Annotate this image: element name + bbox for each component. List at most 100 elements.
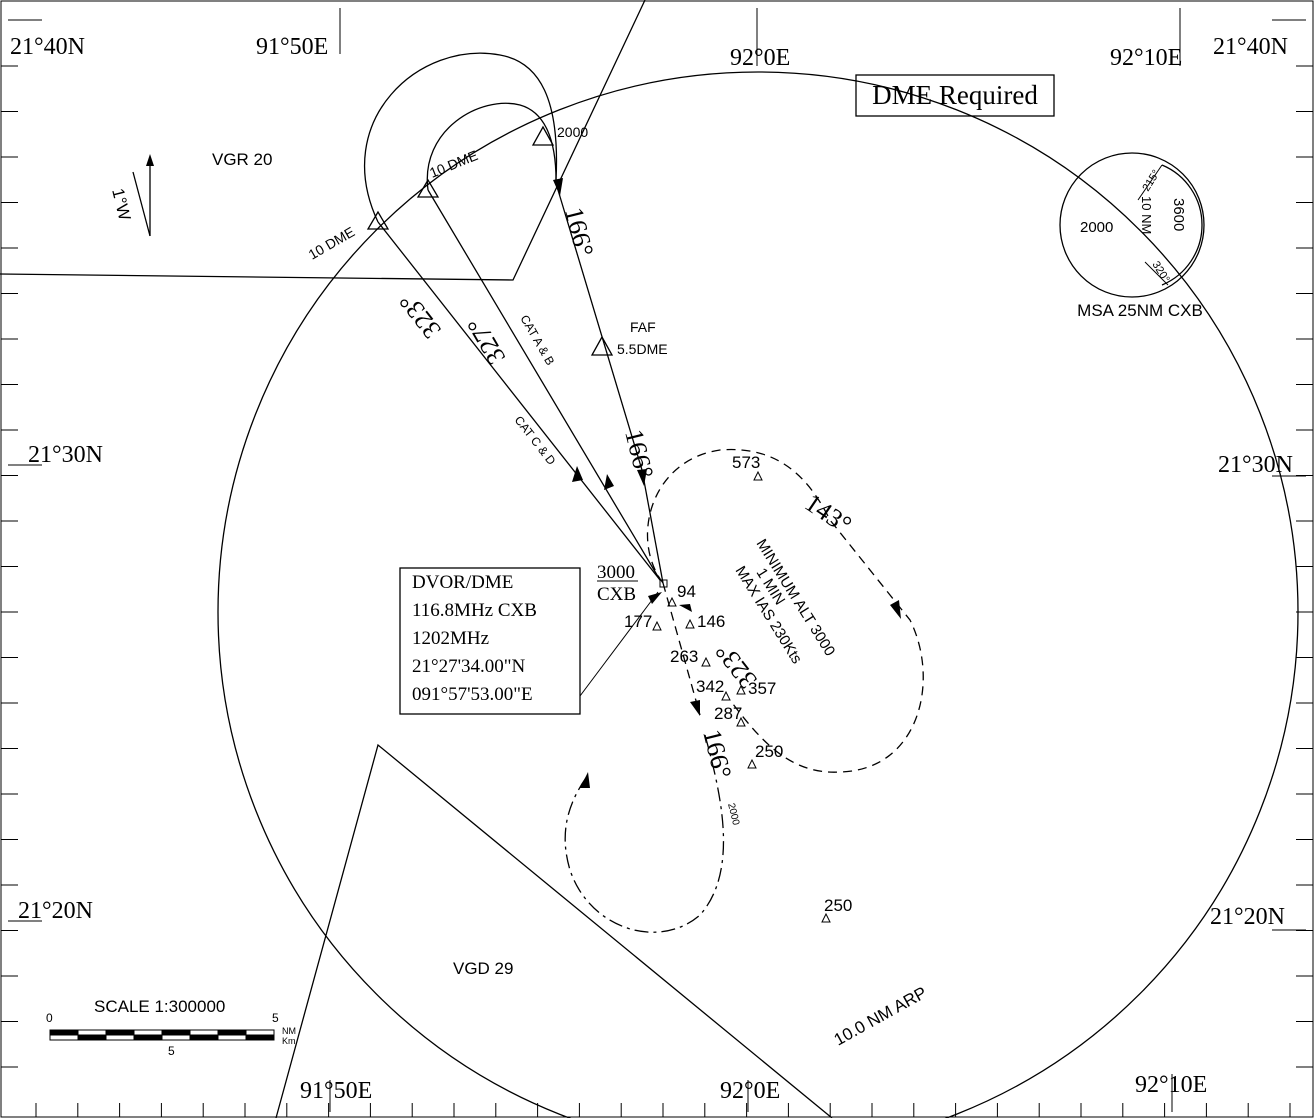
scale-segment-nm bbox=[133, 1029, 163, 1036]
track-327-outbound: 327° bbox=[461, 312, 511, 369]
msa-west-alt: 2000 bbox=[1080, 219, 1113, 236]
navaid-leader-line bbox=[579, 591, 659, 697]
obstacle-177: 177 bbox=[624, 612, 652, 631]
missed-approach-leg bbox=[662, 582, 701, 716]
msa-circle bbox=[1059, 152, 1205, 298]
scale-segment-km bbox=[49, 1034, 79, 1041]
dme-10-cd-label: 10 DME bbox=[306, 223, 358, 262]
arrow-holding bbox=[890, 600, 901, 619]
border-ticks bbox=[1, 65, 1313, 1117]
msa-radius-label: 10 NM bbox=[1139, 196, 1154, 234]
airspace-boundaries: VGR 20 VGD 29 bbox=[0, 0, 833, 1118]
vgd29-label: VGD 29 bbox=[453, 959, 513, 978]
msa-sector-arc bbox=[1161, 164, 1203, 286]
obstacle-177-icon bbox=[652, 620, 662, 631]
scale-unit-nm: NM bbox=[282, 1026, 296, 1036]
obstacles: 573 94 146 177 263 342 357 287 250 250 bbox=[624, 453, 852, 923]
outbound-323-leg bbox=[377, 221, 661, 581]
dme-required-text: DME Required bbox=[872, 80, 1038, 110]
holding-inbound-track: 143° bbox=[800, 488, 857, 540]
obstacle-342: 342 bbox=[696, 677, 724, 696]
arrow-inbound-mid bbox=[637, 469, 647, 486]
lat-label-top-right: 21°40N bbox=[1213, 34, 1288, 60]
scale-segment-nm bbox=[105, 1029, 135, 1036]
scale-segment-km bbox=[189, 1034, 219, 1041]
obstacle-357: 357 bbox=[748, 679, 776, 698]
scale-segment-km bbox=[161, 1034, 191, 1041]
lat-label-right-mid: 21°30N bbox=[1218, 452, 1293, 478]
holding-pattern: 143° MINIMUM ALT 3000 1 MIN MAX IAS 230K… bbox=[646, 448, 924, 773]
faf-triangle bbox=[590, 335, 614, 356]
scale-segment-nm bbox=[49, 1029, 79, 1036]
scale-bar: SCALE 1:300000 0 5 NM Km 5 bbox=[46, 997, 296, 1058]
cat-ab-turn-loop bbox=[426, 102, 557, 191]
scale-unit-km: Km bbox=[282, 1036, 296, 1046]
lon-label-bottom-1: 91°50E bbox=[300, 1078, 372, 1104]
msa-title: MSA 25NM CXB bbox=[1077, 301, 1203, 320]
msa-bearing-320 bbox=[1144, 261, 1169, 286]
lon-label-top-2: 92°0E bbox=[730, 45, 790, 71]
arp-ring-label: 10.0 NM ARP bbox=[831, 983, 930, 1050]
obstacle-287: 287 bbox=[714, 704, 742, 723]
scale-segment-km bbox=[77, 1034, 107, 1041]
lon-label-top-3: 92°10E bbox=[1110, 45, 1182, 71]
scale-zero: 0 bbox=[46, 1011, 53, 1025]
obstacle-146-icon bbox=[685, 618, 695, 629]
msa-bearing-215 bbox=[1137, 164, 1163, 201]
variation-label: 1°W bbox=[108, 186, 134, 222]
true-north-arrowhead bbox=[146, 154, 154, 166]
arrow-cat-cd bbox=[572, 466, 583, 482]
fix-2000-triangle bbox=[531, 125, 555, 146]
navaid-info-box bbox=[399, 567, 581, 715]
scale-five-km: 5 bbox=[168, 1044, 175, 1058]
fix-10dme-ab-triangle bbox=[416, 178, 440, 198]
inbound-166-leg-lower bbox=[641, 469, 664, 584]
missed-approach-alt: 2000 bbox=[725, 802, 741, 827]
lat-label-top-left: 21°40N bbox=[10, 34, 85, 60]
missed-approach-loop bbox=[564, 734, 725, 933]
obstacle-94-icon bbox=[667, 596, 677, 607]
obstacle-263: 263 bbox=[670, 647, 698, 666]
coordinate-labels: 21°40N 21°40N 91°50E 92°0E 92°10E 21°30N… bbox=[8, 8, 1306, 1112]
approach-procedure: 2000 10 DME 10 DME FAF 5.5DME 166° 166° … bbox=[306, 52, 901, 788]
navaid-dme-frequency: 1202MHz bbox=[412, 628, 489, 649]
msa-bearing-215-label: 215° bbox=[1140, 168, 1162, 194]
obstacle-146: 146 bbox=[697, 612, 725, 631]
scale-title: SCALE 1:300000 bbox=[94, 997, 225, 1016]
navaid-alt: 3000 bbox=[597, 562, 635, 583]
msa-diagram: 2000 3600 10 NM 215° 320° MSA 25NM CXB bbox=[1059, 152, 1205, 320]
track-323-outbound: 323° bbox=[393, 287, 446, 344]
obstacle-573-icon bbox=[753, 470, 763, 481]
dme-required-border bbox=[855, 74, 1055, 117]
scale-segment-nm bbox=[189, 1029, 219, 1036]
cat-ab-label: CAT A & B bbox=[517, 313, 557, 368]
fix-10dme-cd-triangle bbox=[366, 210, 390, 230]
obstacle-250-north: 250 bbox=[755, 742, 783, 761]
track-166-top: 166° bbox=[559, 204, 599, 259]
fix-2000-label: 2000 bbox=[557, 124, 588, 140]
scale-segment-nm bbox=[77, 1029, 107, 1036]
scale-segment-km bbox=[105, 1034, 135, 1041]
scale-segment-km bbox=[133, 1034, 163, 1041]
lat-label-left-mid: 21°30N bbox=[28, 442, 103, 468]
scale-segment-nm bbox=[245, 1029, 275, 1036]
lon-label-bottom-2: 92°0E bbox=[720, 1078, 780, 1104]
obstacle-342-icon bbox=[721, 690, 731, 701]
scale-segment-km bbox=[217, 1034, 247, 1041]
obstacle-263-icon bbox=[701, 656, 711, 667]
track-166-bottom: 166° bbox=[697, 726, 737, 781]
holding-racetrack bbox=[646, 448, 924, 773]
magnetic-variation: 1°W bbox=[108, 154, 154, 237]
arrow-inbound-top bbox=[553, 178, 563, 196]
inbound-166-leg-upper bbox=[554, 179, 643, 471]
navaid-type: DVOR/DME bbox=[412, 572, 513, 593]
arrow-missed bbox=[690, 700, 700, 716]
dvor-symbol-icon bbox=[659, 579, 668, 588]
navaid-ident: CXB bbox=[597, 584, 636, 605]
obstacle-573: 573 bbox=[732, 453, 760, 472]
dme-required-box: DME Required bbox=[855, 74, 1055, 117]
navaid-longitude: 091°57'53.00"E bbox=[412, 684, 533, 705]
arrow-holding-entry bbox=[679, 604, 692, 612]
msa-east-alt: 3600 bbox=[1170, 198, 1187, 231]
scale-segment-nm bbox=[161, 1029, 191, 1036]
